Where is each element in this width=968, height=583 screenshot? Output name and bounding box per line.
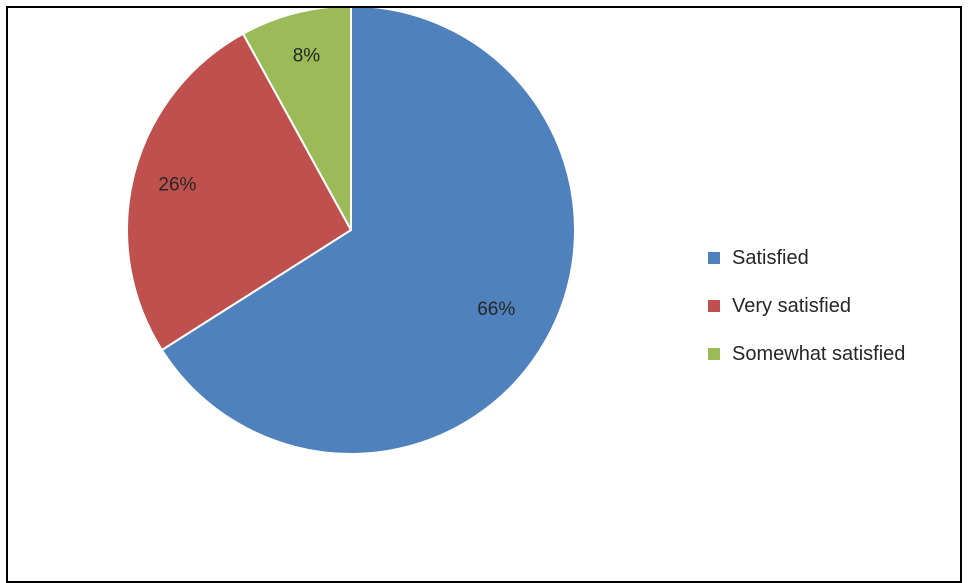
- legend-swatch-very-satisfied: [708, 300, 720, 312]
- pie-slice-very-satisfied: [126, 32, 353, 352]
- legend-label-satisfied: Satisfied: [732, 246, 809, 269]
- legend-label-very-satisfied: Very satisfied: [732, 294, 851, 317]
- data-label-satisfied: 66%: [477, 299, 515, 320]
- pie-slice-somewhat-satisfied: [241, 8, 352, 231]
- legend-item-satisfied: Satisfied: [708, 234, 905, 282]
- pie-slices: [126, 8, 576, 455]
- pie-data-labels: 66% 26% 8%: [158, 45, 515, 319]
- legend-item-very-satisfied: Very satisfied: [708, 282, 905, 330]
- legend: Satisfied Very satisfied Somewhat satisf…: [708, 234, 905, 378]
- data-label-somewhat-satisfied: 8%: [293, 45, 321, 66]
- pie-chart: 66% 26% 8%: [126, 8, 576, 455]
- pie-slice-satisfied: [160, 8, 576, 455]
- chart-area: 66% 26% 8% Satisfied Very satisfied Somewh…: [6, 6, 962, 583]
- legend-swatch-satisfied: [708, 252, 720, 264]
- legend-swatch-somewhat-satisfied: [708, 348, 720, 360]
- data-label-very-satisfied: 26%: [158, 174, 196, 195]
- legend-label-somewhat-satisfied: Somewhat satisfied: [732, 342, 906, 365]
- legend-item-somewhat-satisfied: Somewhat satisfied: [708, 330, 905, 378]
